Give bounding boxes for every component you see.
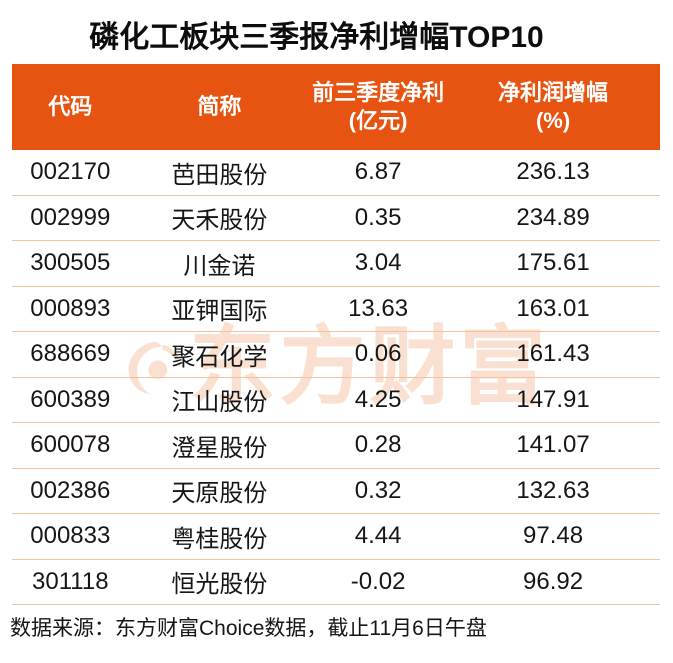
cell-growth: 97.48 — [523, 522, 584, 550]
cell-profit: 6.87 — [354, 158, 402, 186]
header-profit-line1: 前三季度净利 — [312, 80, 445, 105]
table-row: 300505 川金诺 3.04 175.61 — [12, 241, 660, 287]
cell-profit: 3.04 — [354, 249, 402, 277]
cell-profit: 4.44 — [354, 522, 402, 550]
cell-profit: -0.02 — [350, 567, 406, 595]
header-growth: 净利润增幅 (%) — [446, 79, 660, 135]
table-row: 000833 粤桂股份 4.44 97.48 — [12, 514, 660, 560]
table-row: 002999 天禾股份 0.35 234.89 — [12, 196, 660, 241]
cell-code: 000893 — [30, 294, 111, 322]
table-row: 688669 聚石化学 0.06 161.43 — [12, 332, 660, 378]
header-name: 简称 — [129, 93, 310, 121]
cell-code: 300505 — [30, 249, 111, 277]
table-row: 600078 澄星股份 0.28 141.07 — [12, 423, 660, 469]
cell-name: 聚石化学 — [171, 343, 268, 371]
table-row: 002386 天原股份 0.32 132.63 — [12, 469, 660, 514]
header-code-label: 代码 — [48, 94, 93, 119]
cell-name: 天禾股份 — [171, 207, 268, 235]
cell-code: 600078 — [30, 431, 111, 459]
eastmoney-watermark: 东方财富 — [0, 312, 673, 422]
cell-profit: 13.63 — [348, 294, 409, 322]
cell-code: 000833 — [30, 522, 111, 550]
table-header-row: 代码 简称 前三季度净利 (亿元) 净利润增幅 (%) — [12, 64, 660, 150]
cell-name: 亚钾国际 — [171, 298, 268, 326]
table-row: 002170 芭田股份 6.87 236.13 — [12, 150, 660, 196]
header-code: 代码 — [12, 93, 129, 121]
cell-name: 粤桂股份 — [171, 525, 268, 553]
cell-name: 恒光股份 — [171, 571, 268, 599]
header-growth-line2: (%) — [535, 108, 571, 133]
cell-name: 澄星股份 — [171, 434, 268, 462]
table-row: 301118 恒光股份 -0.02 96.92 — [12, 560, 660, 605]
cell-growth: 96.92 — [523, 567, 584, 595]
table-row: 000893 亚钾国际 13.63 163.01 — [12, 287, 660, 332]
cell-name: 芭田股份 — [171, 161, 268, 189]
cell-code: 002170 — [30, 158, 111, 186]
cell-profit: 0.32 — [354, 476, 402, 504]
cell-growth: 161.43 — [516, 340, 590, 368]
cell-growth: 234.89 — [516, 203, 590, 231]
data-source-note: 数据来源：东方财富Choice数据，截止11月6日午盘 — [10, 617, 487, 640]
cell-code: 002386 — [30, 476, 111, 504]
cell-name: 江山股份 — [171, 389, 268, 417]
cell-growth: 132.63 — [516, 476, 590, 504]
page-title: 磷化工板块三季报净利增幅TOP10 — [89, 21, 544, 54]
header-profit-line2: (亿元) — [348, 108, 408, 133]
cell-code: 688669 — [30, 340, 111, 368]
cell-name: 川金诺 — [183, 252, 256, 280]
cell-growth: 236.13 — [516, 158, 590, 186]
cell-code: 301118 — [32, 567, 109, 595]
header-profit: 前三季度净利 (亿元) — [310, 79, 446, 135]
cell-name: 天原股份 — [171, 480, 268, 508]
cell-growth: 141.07 — [516, 431, 590, 459]
top10-table: 代码 简称 前三季度净利 (亿元) 净利润增幅 (%) 002170 芭田股份 6.… — [12, 64, 660, 605]
table-body: 002170 芭田股份 6.87 236.13 002999 天禾股份 0.35 234.89… — [12, 150, 660, 605]
cell-growth: 147.91 — [516, 385, 590, 413]
cell-profit: 0.28 — [354, 431, 402, 459]
header-name-label: 简称 — [197, 94, 242, 119]
cell-growth: 163.01 — [516, 294, 590, 322]
cell-code: 600389 — [30, 385, 111, 413]
cell-profit: 0.35 — [354, 203, 402, 231]
cell-profit: 0.06 — [354, 340, 402, 368]
header-growth-line1: 净利润增幅 — [498, 80, 609, 105]
table-row: 600389 江山股份 4.25 147.91 — [12, 378, 660, 423]
watermark-text: 东方财富 — [189, 319, 550, 415]
cell-growth: 175.61 — [516, 249, 590, 277]
cell-profit: 4.25 — [354, 385, 402, 413]
eastmoney-logo-icon — [124, 338, 184, 403]
cell-code: 002999 — [30, 203, 111, 231]
